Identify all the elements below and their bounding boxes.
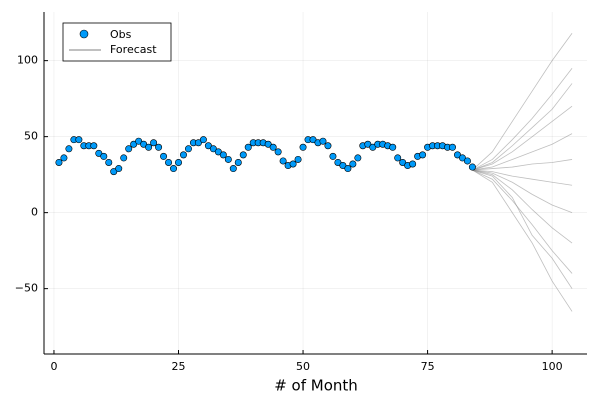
obs-point bbox=[100, 152, 108, 160]
forecast-path bbox=[472, 133, 573, 171]
obs-point bbox=[214, 148, 222, 156]
obs-point bbox=[264, 140, 272, 148]
x-axis-title: # of Month bbox=[274, 377, 358, 395]
obs-point bbox=[324, 142, 332, 150]
x-tick-label: 50 bbox=[296, 360, 310, 373]
forecast-path bbox=[472, 169, 573, 214]
obs-point bbox=[354, 154, 362, 162]
obs-point bbox=[170, 165, 178, 173]
obs-point bbox=[204, 142, 212, 150]
obs-point bbox=[274, 148, 282, 156]
forecast-path bbox=[472, 169, 573, 244]
forecast-path bbox=[472, 83, 573, 171]
obs-point bbox=[234, 158, 242, 166]
obs-point bbox=[194, 139, 202, 147]
obs-point bbox=[184, 145, 192, 153]
forecast-path bbox=[472, 105, 573, 171]
obs-point bbox=[369, 143, 377, 151]
obs-point bbox=[329, 152, 337, 160]
obs-point bbox=[175, 158, 183, 166]
obs-point bbox=[160, 152, 168, 160]
forecast-path bbox=[472, 169, 573, 312]
forecast-path bbox=[472, 169, 573, 289]
obs-point bbox=[120, 154, 128, 162]
obs-point bbox=[319, 137, 327, 145]
forecast-path bbox=[472, 169, 573, 274]
forecast-path bbox=[472, 33, 573, 171]
obs-point bbox=[60, 154, 68, 162]
obs-point bbox=[334, 158, 342, 166]
legend-label: Obs bbox=[110, 28, 132, 41]
obs-point bbox=[165, 158, 173, 166]
obs-point bbox=[394, 154, 402, 162]
legend-label: Forecast bbox=[110, 43, 157, 56]
obs-point bbox=[448, 143, 456, 151]
legend-marker bbox=[79, 29, 89, 39]
obs-point bbox=[244, 143, 252, 151]
obs-point bbox=[339, 162, 347, 170]
obs-point bbox=[458, 154, 466, 162]
obs-point bbox=[289, 160, 297, 168]
obs-point bbox=[344, 165, 352, 173]
x-tick-label: 0 bbox=[50, 360, 57, 373]
obs-point bbox=[463, 157, 471, 165]
obs-point bbox=[95, 149, 103, 157]
obs-point bbox=[309, 136, 317, 144]
obs-point bbox=[140, 140, 148, 148]
y-tick-label: 100 bbox=[17, 54, 38, 67]
x-tick-label: 25 bbox=[172, 360, 186, 373]
obs-point bbox=[299, 143, 307, 151]
legend-box bbox=[62, 22, 172, 62]
forecast-path bbox=[472, 67, 573, 171]
obs-point bbox=[75, 136, 83, 144]
obs-point bbox=[110, 168, 118, 176]
obs-point bbox=[269, 143, 277, 151]
obs-point bbox=[90, 142, 98, 150]
obs-point bbox=[468, 163, 476, 171]
obs-point bbox=[399, 158, 407, 166]
x-tick-label: 100 bbox=[542, 360, 563, 373]
obs-point bbox=[199, 136, 207, 144]
obs-point bbox=[65, 145, 73, 153]
y-tick-label: 50 bbox=[24, 130, 38, 143]
y-tick-label: −50 bbox=[15, 282, 38, 295]
obs-point bbox=[419, 151, 427, 159]
obs-point bbox=[150, 139, 158, 147]
obs-point bbox=[453, 151, 461, 159]
obs-point bbox=[179, 151, 187, 159]
obs-point bbox=[55, 158, 63, 166]
obs-point bbox=[130, 140, 138, 148]
obs-point bbox=[135, 137, 143, 145]
obs-point bbox=[145, 143, 153, 151]
obs-point bbox=[239, 151, 247, 159]
x-tick-label: 75 bbox=[421, 360, 435, 373]
obs-point bbox=[209, 145, 217, 153]
obs-point bbox=[279, 157, 287, 165]
obs-point bbox=[389, 143, 397, 151]
forecast-path bbox=[472, 159, 573, 171]
obs-point bbox=[349, 160, 357, 168]
obs-point bbox=[219, 151, 227, 159]
obs-point bbox=[115, 165, 123, 173]
forecast-path bbox=[472, 169, 573, 186]
y-tick-label: 0 bbox=[31, 206, 38, 219]
obs-point bbox=[294, 155, 302, 163]
obs-point bbox=[125, 145, 133, 153]
obs-point bbox=[229, 165, 237, 173]
obs-point bbox=[224, 155, 232, 163]
obs-point bbox=[105, 158, 113, 166]
obs-point bbox=[364, 140, 372, 148]
obs-point bbox=[409, 160, 417, 168]
obs-point bbox=[155, 143, 163, 151]
